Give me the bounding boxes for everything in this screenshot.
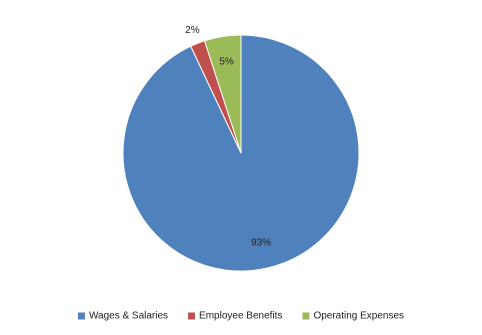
- legend-swatch: [302, 312, 310, 320]
- legend-swatch: [77, 312, 85, 320]
- data-label: 93%: [251, 237, 271, 248]
- pie-slice: [203, 34, 242, 154]
- legend-label: Operating Expenses: [313, 311, 404, 322]
- data-label: 2%: [185, 25, 200, 36]
- legend-label: Wages & Salaries: [89, 311, 168, 322]
- data-label: 5%: [219, 57, 234, 68]
- legend-swatch: [188, 312, 196, 320]
- legend-label: Employee Benefits: [199, 311, 282, 322]
